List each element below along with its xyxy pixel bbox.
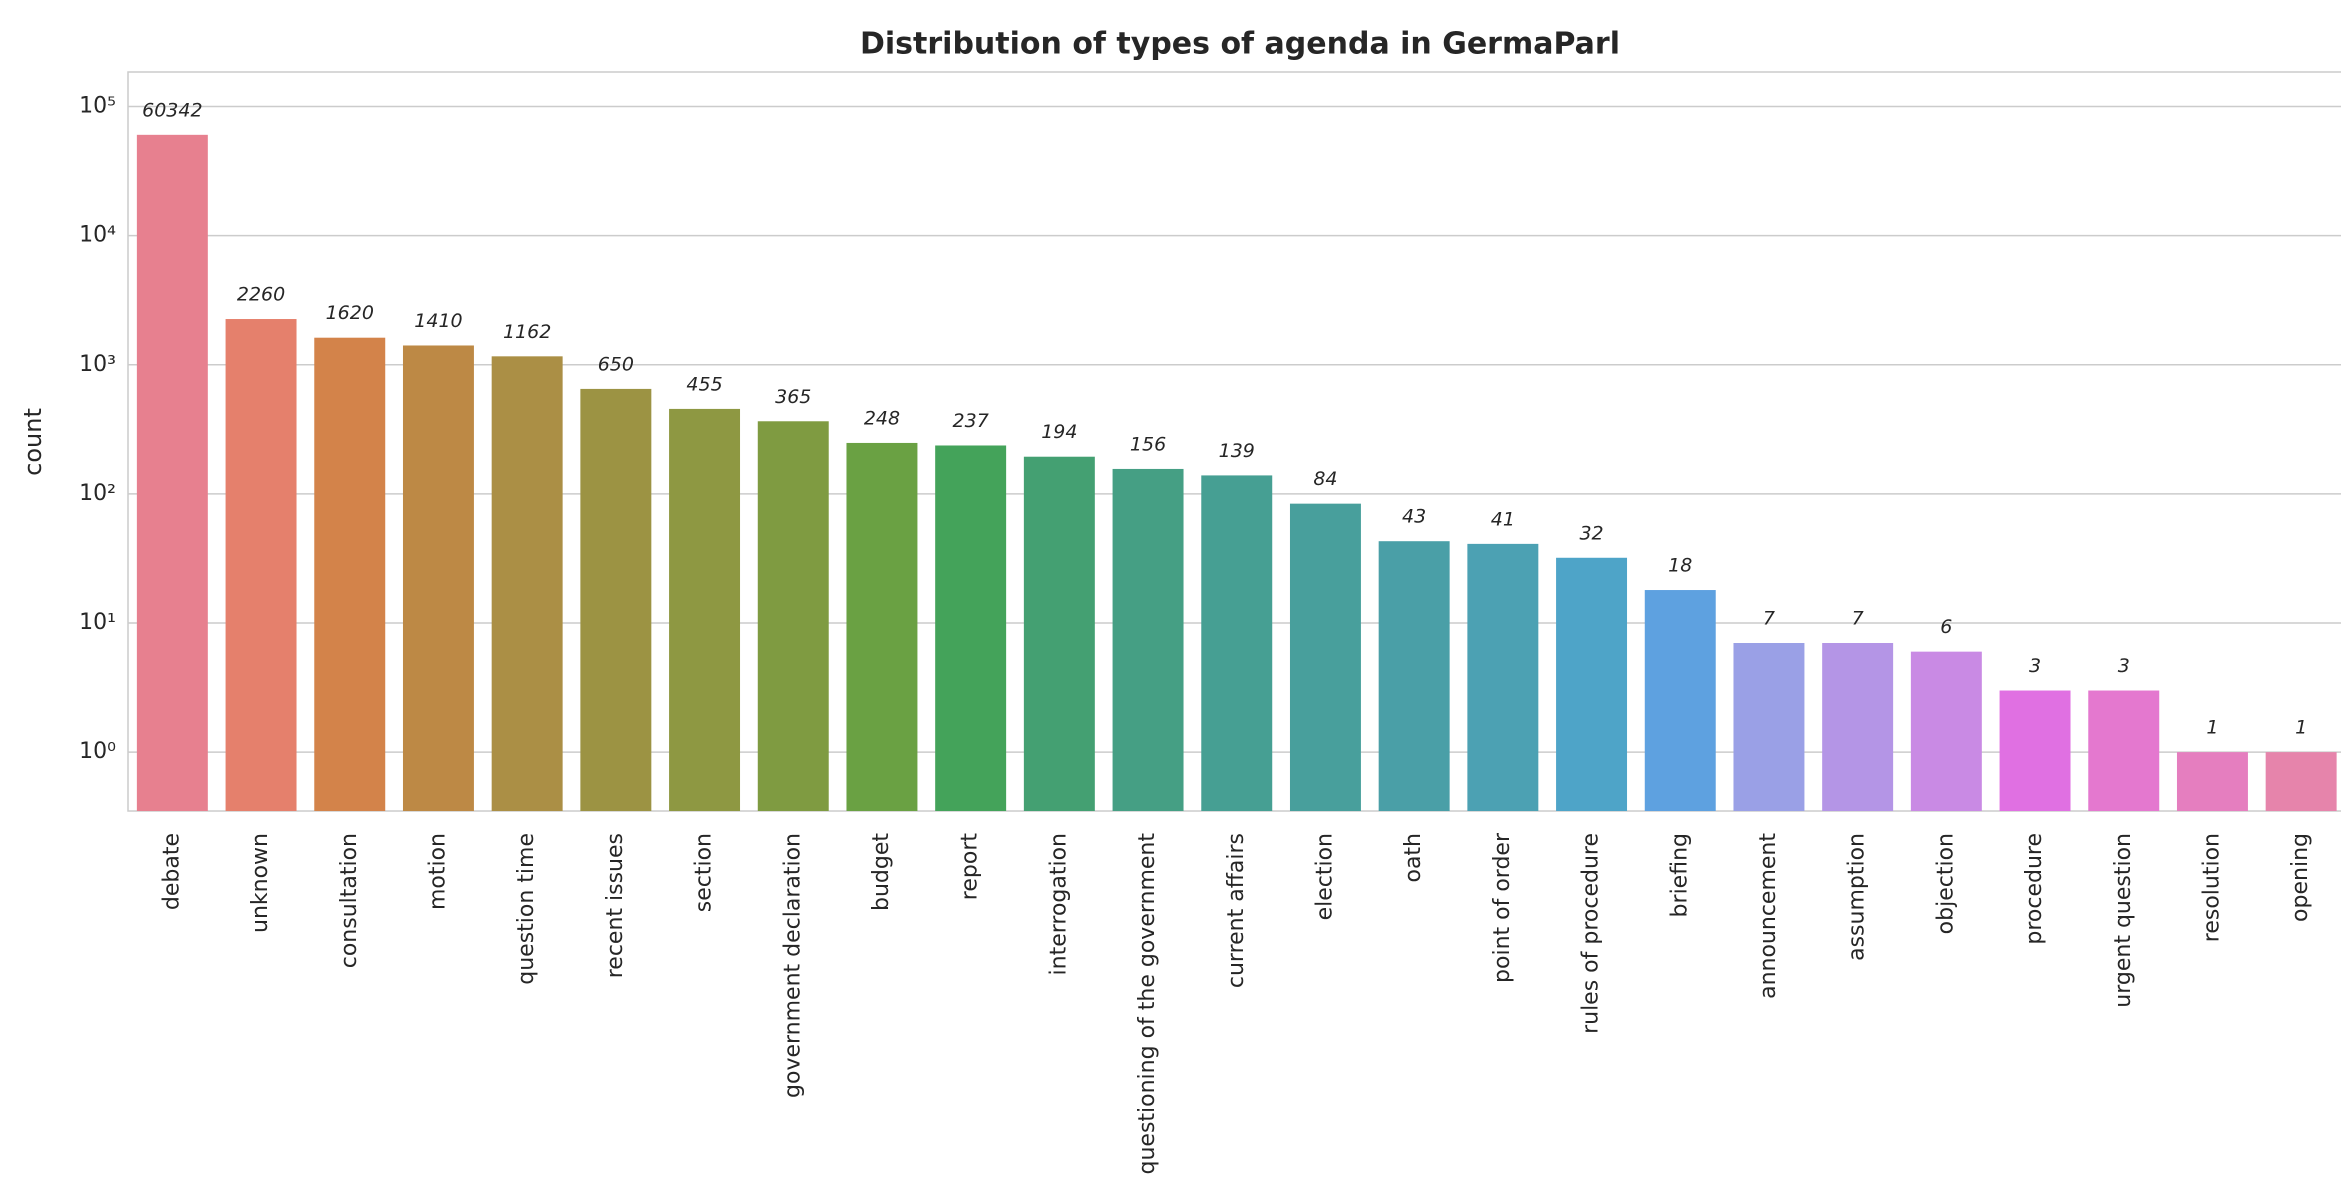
value-label: 455 (686, 373, 722, 395)
x-tick-label: objection (1933, 833, 1958, 934)
bar (1112, 468, 1184, 811)
y-tick-label: 10¹ (79, 610, 116, 635)
bar (1556, 557, 1628, 811)
value-label: 3 (2118, 655, 2130, 677)
bar (2176, 752, 2248, 811)
y-tick-label: 10⁴ (79, 223, 116, 248)
bar (935, 445, 1007, 811)
x-tick-label: interrogation (1046, 833, 1071, 975)
value-label: 248 (864, 407, 900, 429)
x-tick-label: recent issues (603, 833, 628, 978)
x-tick-label: urgent question (2111, 833, 2136, 1008)
value-label: 650 (598, 353, 634, 375)
x-tick-label: consultation (337, 833, 362, 968)
value-label: 1 (2206, 717, 2218, 739)
y-tick-label: 10⁰ (79, 739, 116, 764)
bar (757, 421, 829, 811)
value-label: 2260 (237, 284, 285, 306)
bar (669, 408, 741, 811)
bar (1822, 643, 1894, 811)
bar (1999, 690, 2071, 811)
x-tick-label: current affairs (1224, 833, 1249, 988)
bar (1289, 503, 1361, 811)
value-label: 365 (775, 386, 811, 408)
value-label: 237 (953, 410, 989, 432)
x-tick-label: opening (2288, 833, 2313, 922)
value-label: 7 (1763, 608, 1775, 630)
bar (1201, 475, 1273, 811)
bar (314, 337, 386, 811)
bar (402, 345, 474, 811)
x-tick-label: rules of procedure (1579, 833, 1604, 1034)
x-tick-label: government declaration (780, 833, 805, 1098)
x-tick-label: resolution (2199, 833, 2224, 942)
bar (1378, 541, 1450, 811)
x-tick-label: report (958, 833, 983, 901)
bar (1910, 651, 1982, 811)
value-label: 1410 (414, 310, 462, 332)
x-tick-label: announcement (1756, 833, 1781, 999)
x-tick-label: procedure (2022, 833, 2047, 945)
chart-title: Distribution of types of agenda in Germa… (860, 27, 1620, 62)
x-tick-label: unknown (248, 833, 273, 933)
value-label: 41 (1491, 508, 1515, 530)
value-label: 18 (1668, 555, 1692, 577)
y-tick-label: 10² (79, 481, 116, 506)
value-label: 60342 (142, 99, 202, 121)
value-label: 1 (2295, 717, 2307, 739)
bar (2088, 690, 2160, 811)
x-tick-label: section (692, 833, 717, 912)
value-label: 32 (1579, 522, 1603, 544)
bar (1467, 543, 1539, 811)
bar (136, 134, 208, 811)
y-tick-label: 10³ (79, 352, 116, 377)
bar (1644, 590, 1716, 811)
x-tick-label: point of order (1490, 832, 1515, 983)
y-tick-label: 10⁵ (79, 93, 116, 118)
bar (1733, 643, 1805, 811)
y-axis-label: count (19, 408, 47, 476)
x-tick-label: election (1312, 833, 1337, 920)
value-label: 156 (1130, 433, 1166, 455)
x-tick-label: question time (514, 833, 539, 985)
x-tick-label: motion (425, 833, 450, 910)
x-tick-label: questioning of the government (1135, 833, 1160, 1175)
value-label: 84 (1313, 468, 1337, 490)
x-tick-label: briefing (1667, 833, 1692, 917)
x-tick-label: debate (159, 833, 184, 910)
bar (225, 319, 297, 811)
x-tick-label: budget (869, 833, 894, 911)
value-label: 1620 (326, 302, 374, 324)
value-label: 139 (1219, 440, 1255, 462)
value-label: 3 (2029, 655, 2041, 677)
value-label: 1162 (503, 321, 551, 343)
x-tick-label: assumption (1845, 833, 1870, 961)
bar (1023, 456, 1095, 811)
value-label: 6 (1940, 616, 1952, 638)
bar (2265, 752, 2337, 811)
bar (491, 356, 563, 811)
x-tick-label: oath (1401, 833, 1426, 883)
value-label: 43 (1402, 506, 1426, 528)
bar (580, 388, 652, 811)
bar (846, 442, 918, 811)
value-label: 194 (1041, 421, 1077, 443)
value-label: 7 (1852, 608, 1864, 630)
